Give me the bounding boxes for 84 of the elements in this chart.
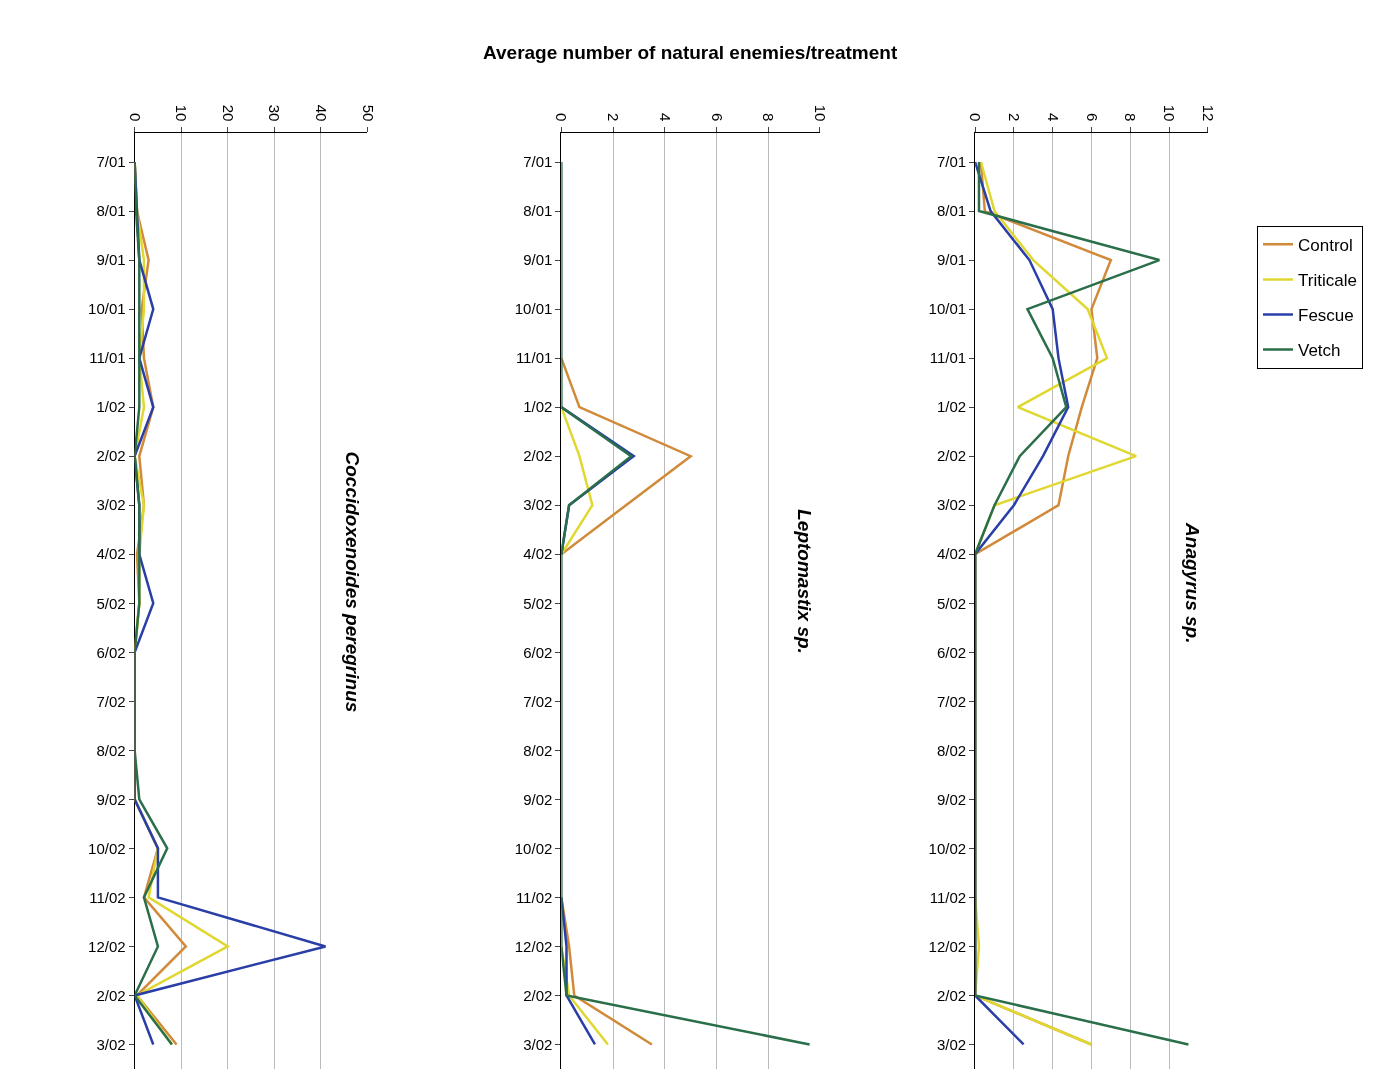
y-tick-label: 2/02 bbox=[936, 447, 967, 465]
y-tick-label: 11/02 bbox=[89, 888, 126, 906]
y-tick-label: 12/02 bbox=[88, 937, 126, 955]
y-tick-label: 1/02 bbox=[936, 398, 967, 416]
y-tick-label: 11/01 bbox=[515, 349, 553, 367]
x-tick-label: 10 bbox=[173, 104, 191, 122]
x-tick-label: 0 bbox=[126, 113, 144, 122]
y-tick-label: 5/02 bbox=[96, 594, 126, 612]
legend-label: Triticale bbox=[1298, 271, 1357, 291]
x-tick-label: 4 bbox=[656, 113, 674, 122]
x-tick-label: 2 bbox=[1006, 113, 1024, 122]
x-tick-label: 2 bbox=[605, 113, 623, 122]
y-tick-label: 11/01 bbox=[89, 349, 126, 367]
y-tick-label: 1/02 bbox=[96, 398, 126, 416]
y-tick-label: 7/02 bbox=[936, 692, 967, 710]
x-tick-label: 50 bbox=[359, 104, 377, 122]
y-tick-label: 2/02 bbox=[96, 447, 126, 465]
x-tick-label: 0 bbox=[967, 113, 985, 122]
y-tick-label: 9/02 bbox=[96, 790, 126, 808]
y-tick-label: 6/02 bbox=[96, 643, 126, 661]
y-tick-label: 11/02 bbox=[515, 888, 553, 906]
x-tick-label: 12 bbox=[1199, 104, 1217, 122]
y-tick-label: 9/01 bbox=[523, 251, 553, 269]
y-tick-label: 8/02 bbox=[523, 741, 553, 759]
x-axis-title: Average number of natural enemies/treatment bbox=[483, 42, 898, 63]
x-tick-label: 30 bbox=[266, 104, 284, 122]
y-tick-label: 4/02 bbox=[96, 545, 126, 563]
x-tick-label: 6 bbox=[708, 113, 726, 122]
legend-label: Fescue bbox=[1298, 306, 1354, 326]
y-tick-label: 3/02 bbox=[96, 496, 126, 514]
y-tick-label: 8/01 bbox=[96, 202, 126, 220]
y-tick-label: 11/02 bbox=[929, 888, 967, 906]
y-tick-label: 9/01 bbox=[936, 251, 967, 269]
y-tick-label: 1/02 bbox=[523, 398, 553, 416]
y-tick-label: 10/02 bbox=[88, 839, 126, 857]
y-tick-label: 7/01 bbox=[523, 153, 553, 171]
y-tick-label: 7/02 bbox=[96, 692, 126, 710]
text: Coccidoxenoides peregrinus bbox=[341, 451, 363, 713]
y-tick-label: 2/02 bbox=[96, 986, 126, 1004]
x-tick-label: 20 bbox=[219, 104, 237, 122]
y-tick-label: 9/02 bbox=[936, 790, 967, 808]
x-tick-label: 8 bbox=[760, 113, 778, 122]
x-tick-label: 6 bbox=[1083, 113, 1101, 122]
y-tick-label: 9/02 bbox=[523, 790, 553, 808]
y-tick-label: 10/01 bbox=[514, 300, 553, 318]
x-tick-label: 10 bbox=[812, 104, 830, 122]
y-tick-label: 5/02 bbox=[523, 594, 553, 612]
y-tick-label: 7/02 bbox=[523, 692, 553, 710]
legend-label: Vetch bbox=[1298, 341, 1341, 361]
y-tick-label: 10/02 bbox=[514, 839, 553, 857]
x-tick-label: 0 bbox=[553, 113, 571, 122]
y-tick-label: 8/01 bbox=[523, 202, 553, 220]
y-tick-label: 2/02 bbox=[523, 986, 553, 1004]
x-tick-label: 10 bbox=[1161, 104, 1179, 122]
y-tick-label: 8/01 bbox=[936, 202, 967, 220]
y-tick-label: 6/02 bbox=[523, 643, 553, 661]
y-tick-label: 11/01 bbox=[929, 349, 967, 367]
y-tick-label: 7/01 bbox=[96, 153, 126, 171]
y-tick-label: 4/02 bbox=[523, 545, 553, 563]
y-tick-label: 2/02 bbox=[936, 986, 967, 1004]
x-tick-label: 4 bbox=[1044, 113, 1062, 122]
text: Anagyrus sp. bbox=[1182, 522, 1204, 644]
y-tick-label: 12/02 bbox=[928, 937, 967, 955]
y-tick-label: 3/02 bbox=[96, 1035, 126, 1053]
y-tick-label: 8/02 bbox=[936, 741, 967, 759]
y-tick-label: 8/02 bbox=[96, 741, 126, 759]
y-tick-label: 10/01 bbox=[88, 300, 126, 318]
y-tick-label: 3/02 bbox=[523, 1035, 553, 1053]
x-tick-label: 8 bbox=[1122, 113, 1140, 122]
y-tick-label: 2/02 bbox=[523, 447, 553, 465]
x-tick-label: 40 bbox=[312, 104, 330, 122]
y-tick-label: 3/02 bbox=[523, 496, 553, 514]
y-tick-label: 12/02 bbox=[514, 937, 553, 955]
y-tick-label: 10/01 bbox=[928, 300, 967, 318]
y-tick-label: 9/01 bbox=[96, 251, 126, 269]
text: Leptomastix sp. bbox=[793, 509, 815, 654]
y-tick-label: 4/02 bbox=[936, 545, 967, 563]
y-tick-label: 3/02 bbox=[936, 496, 967, 514]
y-tick-label: 5/02 bbox=[936, 594, 967, 612]
y-tick-label: 6/02 bbox=[936, 643, 967, 661]
y-tick-label: 3/02 bbox=[936, 1035, 967, 1053]
y-tick-label: 7/01 bbox=[936, 153, 967, 171]
legend-label: Control bbox=[1298, 235, 1353, 255]
y-tick-label: 10/02 bbox=[928, 839, 967, 857]
